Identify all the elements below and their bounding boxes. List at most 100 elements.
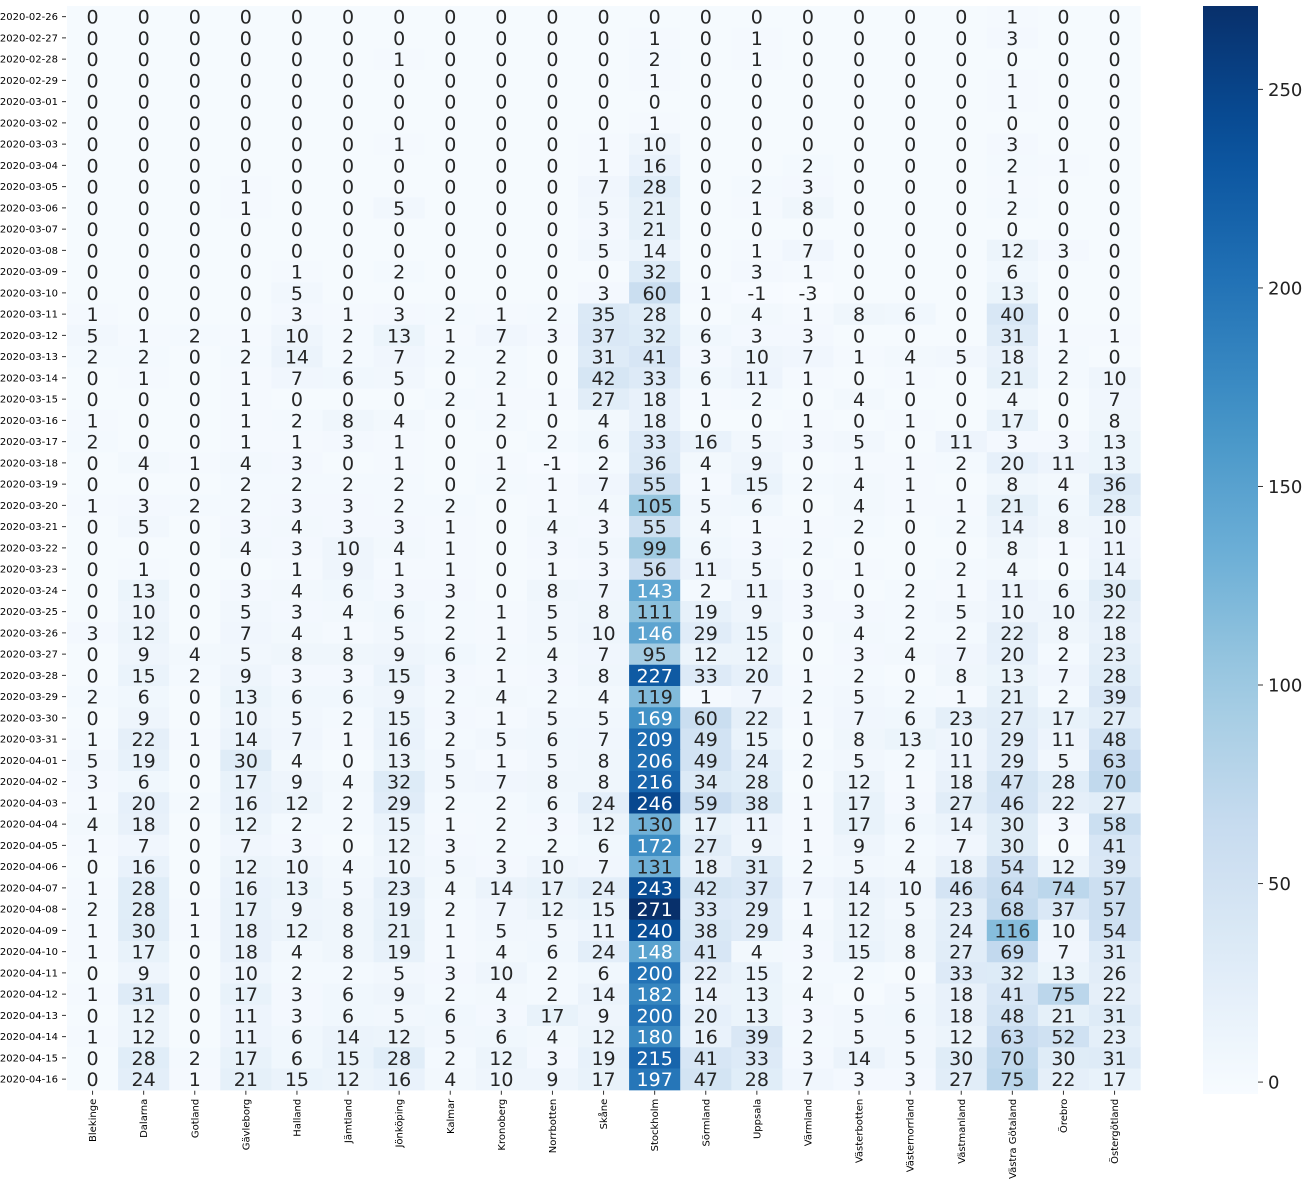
cell-value-label: 19 [694,602,718,624]
cell-value-label: 1 [240,368,252,390]
cell-value-label: 33 [694,899,718,921]
cell-value-label: 0 [291,134,303,156]
cell-value-label: 0 [495,262,507,284]
cell-value-label: 0 [1109,219,1121,241]
cell-value-label: 1 [904,495,916,517]
cell-value-label: 4 [546,644,558,666]
cell-value-label: 42 [694,878,718,900]
cell-value-label: 0 [546,198,558,220]
cell-value-label: 15 [132,665,156,687]
heatmap-cell [373,324,426,347]
cell-value-label: 18 [234,920,258,942]
cell-value-label: 1 [802,899,814,921]
cell-value-label: 0 [240,134,252,156]
cell-value-label: 14 [847,1048,871,1070]
cell-value-label: 55 [643,517,667,539]
cell-value-label: 3 [87,772,99,794]
heatmap-cell [118,686,170,708]
cell-value-label: 2 [955,623,967,645]
heatmap-cell [629,834,681,857]
cell-value-label: 0 [87,134,99,156]
heatmap-cell [322,558,375,581]
cell-value-label: 0 [1057,177,1069,199]
cell-value-label: 3 [393,580,405,602]
cell-value-label: 2 [444,623,456,645]
heatmap-cell [424,983,477,1006]
heatmap-cell [680,664,732,687]
heatmap-cell [118,112,170,135]
heatmap-cell [629,303,681,326]
heatmap-cell [833,919,886,942]
cell-value-label: 2 [546,984,558,1006]
heatmap-cell [424,792,477,815]
heatmap-cell [67,707,119,730]
heatmap-cell [578,494,630,517]
cell-value-label: 0 [87,7,99,29]
cell-value-label: 2 [495,644,507,666]
heatmap-cell [833,771,886,793]
heatmap-cell [833,154,886,177]
cell-value-label: 4 [853,474,865,496]
heatmap-cell [731,261,783,283]
cell-value-label: 4 [495,687,507,709]
heatmap-cell [680,579,732,602]
cell-value-label: 54 [1102,920,1126,942]
cell-value-label: 1 [802,304,814,326]
heatmap-cell [1037,877,1090,900]
cell-value-label: 16 [387,1069,411,1091]
cell-value-label: 1 [546,474,558,496]
heatmap-cell [935,91,988,113]
heatmap-cell [731,431,783,453]
cell-value-label: 28 [745,1069,769,1091]
heatmap-cell [833,962,886,985]
heatmap-cell [220,367,272,390]
heatmap-cell [782,346,835,368]
heatmap-cell [373,1068,426,1091]
heatmap-cell [782,27,835,50]
cell-value-label: 32 [643,325,667,347]
cell-value-label: 9 [751,835,763,857]
heatmap-cell [986,112,1039,135]
cell-value-label: 5 [904,1048,916,1070]
heatmap-cell [322,388,375,411]
heatmap-cell [1089,941,1141,963]
cell-value-label: 0 [189,984,201,1006]
heatmap-cell [1089,27,1141,50]
cell-value-label: 10 [1102,517,1126,539]
heatmap-cell [67,877,119,900]
heatmap-cell [578,48,630,71]
heatmap-cell [935,367,988,390]
heatmap-cell [986,346,1039,368]
cell-value-label: 0 [138,70,150,92]
heatmap-cell [424,728,477,751]
cell-value-label: 0 [546,240,558,262]
cell-value-label: 14 [336,1027,360,1049]
heatmap-cell [220,27,272,50]
heatmap-cell [935,728,988,751]
heatmap-cell [220,749,272,772]
heatmap-cell [884,133,937,156]
cell-value-label: 180 [637,1027,673,1049]
y-tick-label: 2020-03-07 [0,225,58,236]
heatmap-cell [271,112,324,135]
heatmap-cell [782,601,835,623]
cell-value-label: 22 [132,729,156,751]
y-tick-label: 2020-03-18 [0,458,58,469]
heatmap-cell [833,983,886,1006]
cell-value-label: 52 [1051,1027,1075,1049]
cell-value-label: 5 [853,750,865,772]
cell-value-label: 4 [291,517,303,539]
heatmap-cell [169,431,221,453]
heatmap-cell [220,452,272,475]
heatmap-cell [220,579,272,602]
cell-value-label: 2 [546,835,558,857]
heatmap-cell [884,69,937,92]
cell-value-label: 4 [751,942,763,964]
heatmap-cell [118,218,170,241]
heatmap-cell [424,643,477,666]
heatmap-cell [986,834,1039,857]
cell-value-label: 0 [342,240,354,262]
cell-value-label: 6 [700,325,712,347]
cell-value-label: 4 [240,538,252,560]
